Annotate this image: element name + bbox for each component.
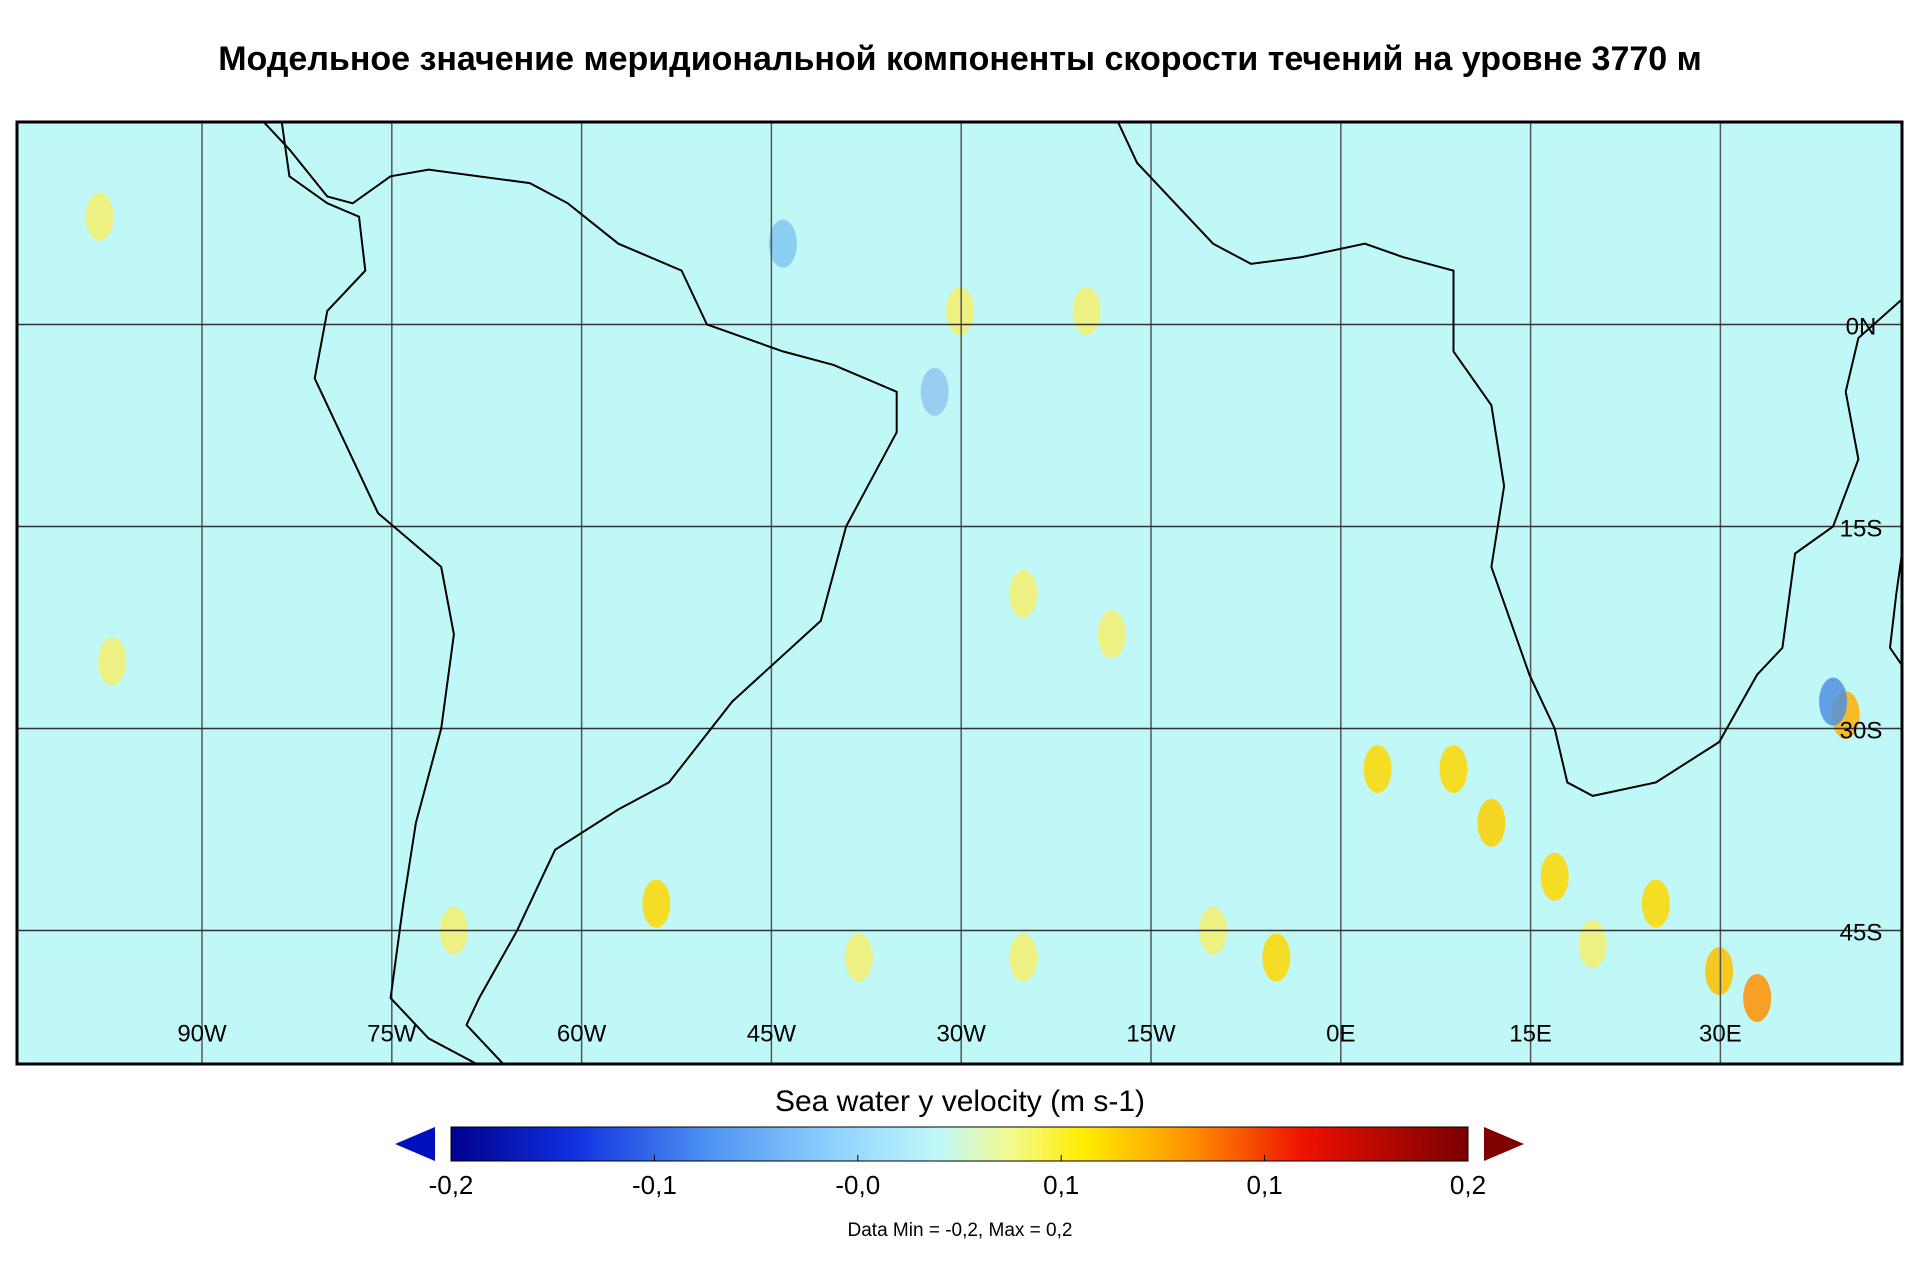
ocean xyxy=(17,122,1902,1064)
anomalies xyxy=(85,192,1860,1022)
anomaly xyxy=(1072,287,1101,336)
anomaly xyxy=(1009,933,1038,982)
colorbar-tick-label: -0,2 xyxy=(429,1170,474,1200)
anomaly xyxy=(1363,744,1392,793)
anomaly xyxy=(1578,920,1607,969)
lat-label: 0N xyxy=(1846,313,1877,340)
lon-label: 75W xyxy=(367,1020,417,1047)
anomaly xyxy=(1009,569,1038,618)
lon-label: 15E xyxy=(1509,1020,1552,1047)
anomaly xyxy=(1262,933,1291,982)
colorbar-tick-label: -0,1 xyxy=(632,1170,677,1200)
colorbar-label: Sea water y velocity (m s-1) xyxy=(775,1085,1145,1118)
colorbar-tick-label: 0,2 xyxy=(1450,1170,1486,1200)
colorbar-tick-label: 0,1 xyxy=(1247,1170,1283,1200)
anomaly xyxy=(844,933,873,982)
colorbar xyxy=(450,1126,1469,1162)
anomaly xyxy=(1743,973,1772,1022)
title: Модельное значение меридиональной компон… xyxy=(218,40,1702,78)
lon-label: 30E xyxy=(1699,1020,1742,1047)
lat-label: 15S xyxy=(1840,515,1883,542)
anomaly xyxy=(1641,879,1670,928)
map-frame xyxy=(15,120,1904,1066)
anomaly xyxy=(1819,677,1848,726)
lon-label: 45W xyxy=(747,1020,797,1047)
anomaly xyxy=(85,192,114,241)
anomaly xyxy=(1439,744,1468,793)
anomaly xyxy=(98,637,127,686)
colorbar-tick-label: 0,1 xyxy=(1043,1170,1079,1200)
anomaly xyxy=(920,367,949,416)
anomaly xyxy=(642,879,671,928)
lon-label: 0E xyxy=(1326,1020,1355,1047)
anomaly xyxy=(768,219,797,268)
colorbar-over xyxy=(1484,1127,1524,1161)
lat-label: 30S xyxy=(1840,717,1883,744)
anomaly xyxy=(1097,610,1126,659)
lon-label: 15W xyxy=(1126,1020,1176,1047)
graticule xyxy=(17,122,1902,1064)
colorbar-under xyxy=(395,1127,435,1161)
coastline xyxy=(263,122,1902,1064)
colorbar-tick-label: -0,0 xyxy=(835,1170,880,1200)
lon-label: 30W xyxy=(937,1020,987,1047)
lon-label: 60W xyxy=(557,1020,607,1047)
anomaly xyxy=(1540,852,1569,901)
lon-label: 90W xyxy=(177,1020,227,1047)
anomaly xyxy=(946,287,974,336)
anomaly xyxy=(1477,798,1506,847)
data-range-note: Data Min = -0,2, Max = 0,2 xyxy=(848,1220,1073,1241)
map-field xyxy=(17,122,1902,1064)
lat-label: 45S xyxy=(1840,919,1883,946)
anomaly xyxy=(1705,947,1734,996)
